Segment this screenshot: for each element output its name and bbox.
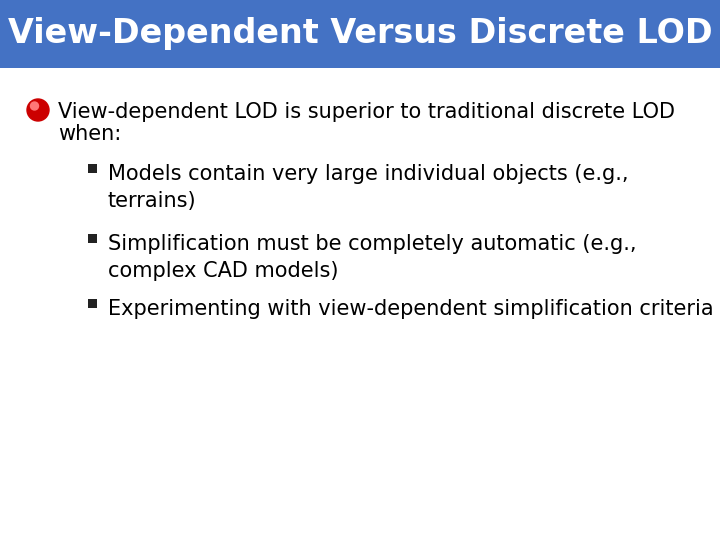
Text: Models contain very large individual objects (e.g.,
terrains): Models contain very large individual obj…: [108, 164, 629, 211]
Text: View-Dependent Versus Discrete LOD: View-Dependent Versus Discrete LOD: [8, 17, 712, 51]
Text: Experimenting with view-dependent simplification criteria: Experimenting with view-dependent simpli…: [108, 299, 714, 319]
FancyBboxPatch shape: [88, 164, 97, 172]
Text: View-dependent LOD is superior to traditional discrete LOD: View-dependent LOD is superior to tradit…: [58, 102, 675, 122]
Circle shape: [30, 102, 38, 110]
Text: when:: when:: [58, 124, 121, 144]
Text: Simplification must be completely automatic (e.g.,
complex CAD models): Simplification must be completely automa…: [108, 234, 636, 281]
FancyBboxPatch shape: [88, 299, 97, 307]
FancyBboxPatch shape: [88, 233, 97, 242]
Circle shape: [27, 99, 49, 121]
FancyBboxPatch shape: [0, 0, 720, 68]
